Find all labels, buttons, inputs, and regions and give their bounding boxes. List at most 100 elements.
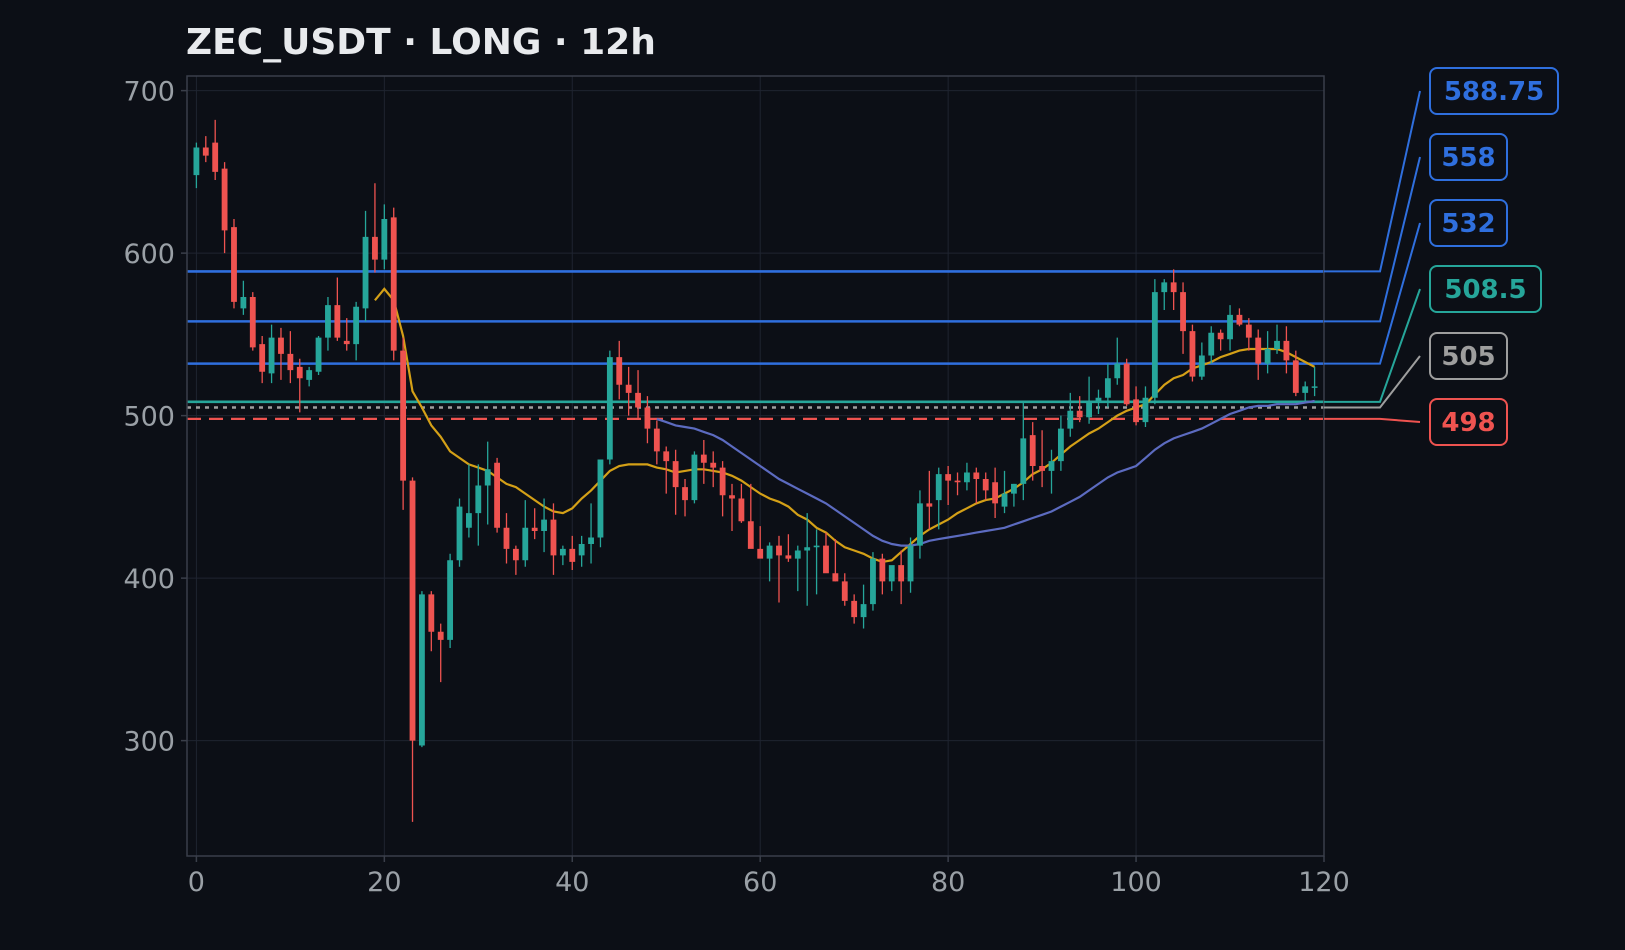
candle-down <box>672 449 679 515</box>
candle-body <box>343 340 350 345</box>
candle-body <box>1010 483 1017 494</box>
candle-down <box>1283 326 1290 374</box>
candle-up <box>362 210 369 322</box>
candle-up <box>1302 381 1309 401</box>
candle-up <box>1311 366 1318 397</box>
candle-body <box>569 548 576 562</box>
candle-down <box>512 545 519 575</box>
candle-up <box>522 500 529 567</box>
candle-down <box>212 119 219 180</box>
candle-body <box>1227 314 1233 340</box>
candle-body <box>447 560 454 640</box>
candle-body <box>1264 349 1271 364</box>
level-connector-588.75 <box>1324 90 1421 273</box>
candle-body <box>522 527 529 561</box>
candle-down <box>1029 422 1036 481</box>
candle-body <box>1208 332 1215 356</box>
candle-down <box>550 503 557 575</box>
candle-down <box>1189 324 1196 382</box>
candle-down <box>287 331 294 384</box>
candle-body <box>813 545 820 548</box>
candle-body <box>606 357 613 460</box>
candle-up <box>456 498 463 567</box>
candle-body <box>428 594 435 632</box>
candle-body <box>456 506 463 561</box>
candle-body <box>954 480 961 483</box>
candle-down <box>625 366 632 416</box>
candle-body <box>1292 360 1299 393</box>
candle-body <box>531 527 538 531</box>
candle-body <box>917 503 923 546</box>
x-tick-label: 80 <box>931 867 965 898</box>
x-tick-label: 120 <box>1298 867 1350 898</box>
candle-up <box>588 503 594 564</box>
level-price-label: 588.75 <box>1444 77 1544 107</box>
candle-down <box>1236 308 1243 327</box>
candle-up <box>315 336 322 375</box>
candle-down <box>503 513 510 564</box>
candle-body <box>1086 402 1092 418</box>
candle-down <box>898 550 905 605</box>
candle-body <box>512 548 519 561</box>
candle-down <box>1255 329 1262 380</box>
candle-body <box>832 573 839 582</box>
candle-body <box>663 451 670 462</box>
candle-up <box>306 366 313 387</box>
candle-up <box>1104 363 1111 408</box>
candle-body <box>1114 363 1121 379</box>
y-tick-label: 500 <box>123 402 175 433</box>
candle-body <box>1067 410 1074 429</box>
candle-up <box>1208 326 1215 364</box>
candle-body <box>1236 314 1243 325</box>
candle-down <box>259 336 266 384</box>
candle-body <box>494 462 501 528</box>
candle-down <box>531 508 538 540</box>
candle-body <box>719 467 726 496</box>
candle-body <box>362 236 369 309</box>
candle-body <box>259 344 266 372</box>
candle-down <box>973 467 980 504</box>
candle-up <box>1001 470 1008 514</box>
candle-body <box>400 350 407 481</box>
candle-up <box>484 441 491 525</box>
level-price-box-532 <box>1429 199 1508 247</box>
candle-up <box>691 451 698 504</box>
candle-body <box>306 370 313 380</box>
candle-down <box>879 553 886 595</box>
candle-up <box>794 545 801 592</box>
candle-body <box>437 631 444 640</box>
candle-body <box>776 545 782 556</box>
candle-body <box>635 392 641 408</box>
candle-body <box>691 454 698 501</box>
candle-down <box>202 136 209 163</box>
chart-title: ZEC_USDT · LONG · 12h <box>186 22 656 63</box>
candle-down <box>700 440 707 484</box>
candle-up <box>1067 392 1074 437</box>
candle-body <box>747 521 754 549</box>
candle-body <box>888 565 895 582</box>
candle-down <box>494 457 501 533</box>
candle-body <box>578 544 585 556</box>
candle-down <box>1217 329 1224 351</box>
candle-body <box>973 472 980 479</box>
candle-body <box>785 555 792 559</box>
x-tick-label: 0 <box>188 867 205 898</box>
candle-down <box>776 535 782 603</box>
candle-up <box>1057 415 1064 471</box>
candle-body <box>644 407 651 429</box>
candle-up <box>1095 389 1102 414</box>
candle-up <box>193 142 200 189</box>
candle-body <box>559 548 566 556</box>
candle-body <box>296 366 303 379</box>
candle-up <box>465 464 472 538</box>
candle-up <box>240 280 247 315</box>
moving-average-fast <box>374 287 1316 564</box>
candle-down <box>428 591 435 652</box>
candle-body <box>381 219 388 260</box>
candle-body <box>1255 337 1262 364</box>
candle-down <box>747 483 754 549</box>
level-connector-505 <box>1324 355 1421 409</box>
candle-up <box>606 350 613 465</box>
candle-down <box>1039 430 1046 488</box>
